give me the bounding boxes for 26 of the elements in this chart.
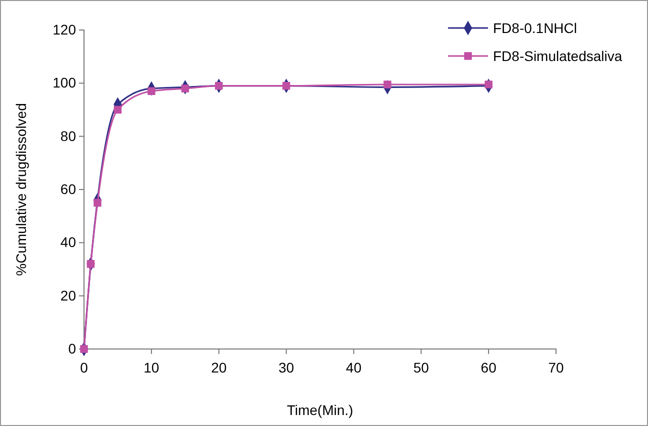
point — [214, 82, 223, 90]
point — [384, 80, 392, 88]
point — [148, 87, 156, 96]
x-tick-label: 60 — [480, 359, 497, 376]
legend-label: FD8-0.1NHCl — [493, 20, 578, 36]
x-tick-label: 20 — [211, 359, 227, 376]
y-tick-label: 40 — [60, 234, 76, 250]
y-tick-label: 120 — [52, 21, 76, 38]
point — [181, 84, 190, 92]
legend-label: FD8-Simulatedsaliva — [493, 48, 622, 64]
y-tick-label: 20 — [60, 287, 76, 304]
y-axis-title: %Cumulative drugdissolved — [13, 103, 29, 276]
y-tick-label: 60 — [60, 180, 76, 197]
x-tick-label: 30 — [278, 359, 294, 376]
x-tick-label: 70 — [548, 359, 564, 376]
x-axis-title: Time(Min.) — [286, 402, 354, 418]
y-tick-label: 0 — [68, 340, 76, 356]
x-tick-label: 10 — [144, 359, 160, 376]
x-tick-label: 0 — [80, 359, 88, 376]
y-tick-label: 100 — [52, 74, 76, 91]
point — [86, 260, 95, 268]
x-tick-label: 40 — [346, 359, 362, 376]
x-tick-label: 50 — [413, 359, 430, 376]
point — [282, 82, 290, 90]
point — [114, 106, 122, 114]
y-tick-label: 80 — [60, 128, 76, 144]
